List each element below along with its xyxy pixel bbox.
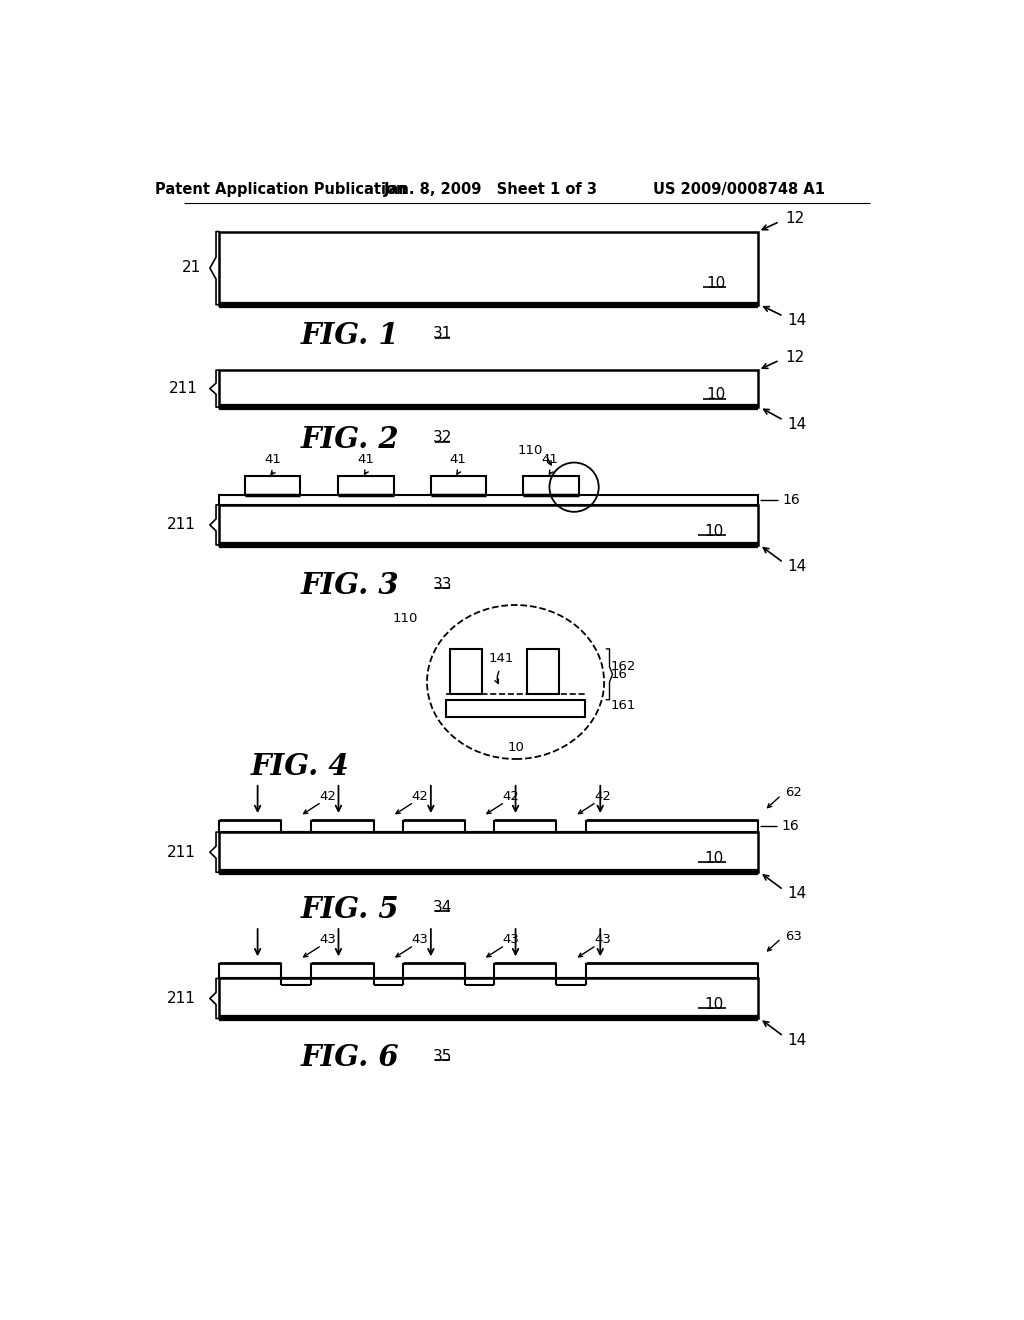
Text: 14: 14 (787, 1032, 807, 1048)
Text: 10: 10 (703, 851, 723, 866)
Text: 35: 35 (433, 1048, 453, 1064)
Bar (219, 506, 758, 545)
Text: 21: 21 (181, 260, 201, 276)
Text: 41: 41 (357, 453, 374, 466)
Text: FIG. 2: FIG. 2 (301, 425, 399, 454)
Text: 211: 211 (167, 991, 196, 1006)
Text: FIG. 6: FIG. 6 (301, 1043, 399, 1072)
Text: 41: 41 (542, 453, 559, 466)
Text: 10: 10 (703, 997, 723, 1012)
Bar (219, 370, 758, 407)
Text: 12: 12 (785, 350, 804, 364)
Text: 10: 10 (707, 387, 725, 403)
Text: 43: 43 (412, 933, 428, 946)
Bar (219, 231, 758, 305)
Bar (446, 700, 585, 717)
Text: 63: 63 (785, 929, 802, 942)
Text: Jan. 8, 2009   Sheet 1 of 3: Jan. 8, 2009 Sheet 1 of 3 (384, 182, 598, 197)
Bar (219, 978, 758, 1019)
Text: 110: 110 (518, 445, 544, 458)
Text: 41: 41 (450, 453, 466, 466)
Text: 16: 16 (782, 492, 801, 507)
Text: 162: 162 (610, 660, 636, 673)
Text: US 2009/0008748 A1: US 2009/0008748 A1 (653, 182, 825, 197)
Bar (219, 495, 758, 506)
Text: 42: 42 (319, 791, 336, 804)
Text: 42: 42 (503, 791, 519, 804)
Text: 42: 42 (594, 791, 611, 804)
Text: 14: 14 (787, 558, 807, 574)
Bar (451, 649, 482, 693)
Text: 14: 14 (787, 313, 807, 327)
Text: 10: 10 (507, 741, 524, 754)
Text: 16: 16 (610, 668, 627, 681)
Text: 14: 14 (787, 886, 807, 902)
Text: 110: 110 (392, 612, 418, 626)
Bar (219, 832, 758, 873)
Text: 33: 33 (433, 577, 453, 591)
Text: FIG. 4: FIG. 4 (251, 752, 349, 781)
Text: FIG. 1: FIG. 1 (301, 321, 399, 350)
Text: 10: 10 (703, 524, 723, 539)
Text: 10: 10 (707, 276, 725, 290)
Bar (245, 477, 300, 495)
Text: 43: 43 (594, 933, 611, 946)
Text: 16: 16 (781, 818, 799, 833)
Text: 34: 34 (433, 900, 453, 915)
Text: 41: 41 (264, 453, 282, 466)
Text: FIG. 5: FIG. 5 (301, 895, 399, 924)
Text: 161: 161 (610, 698, 636, 711)
Bar (339, 477, 394, 495)
Text: 12: 12 (785, 211, 804, 226)
Text: 62: 62 (785, 787, 802, 800)
Text: 43: 43 (503, 933, 519, 946)
Text: 141: 141 (489, 652, 514, 665)
Text: 31: 31 (433, 326, 453, 342)
Bar (527, 649, 559, 693)
Text: 211: 211 (169, 381, 198, 396)
Text: Patent Application Publication: Patent Application Publication (155, 182, 407, 197)
Text: 42: 42 (412, 791, 428, 804)
Bar (431, 477, 486, 495)
Text: 211: 211 (167, 845, 196, 859)
Bar (523, 477, 579, 495)
Text: 211: 211 (167, 517, 196, 532)
Text: 32: 32 (433, 430, 453, 445)
Text: 14: 14 (787, 417, 807, 432)
Text: FIG. 3: FIG. 3 (301, 572, 399, 601)
Text: 43: 43 (319, 933, 336, 946)
